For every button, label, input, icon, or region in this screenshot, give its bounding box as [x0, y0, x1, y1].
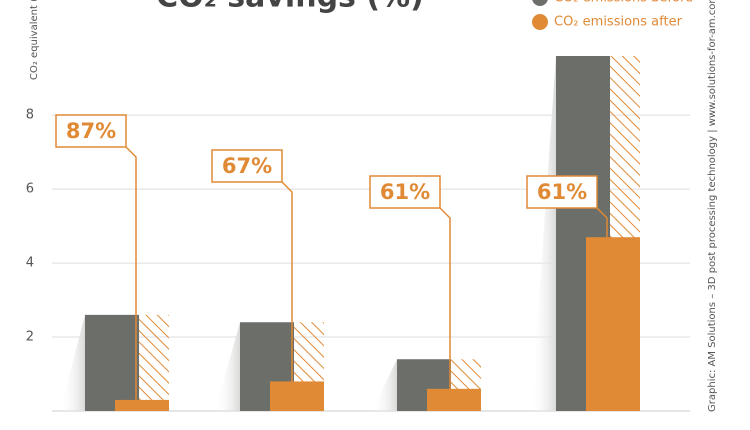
- legend-label: CO₂ emissions before: [554, 0, 693, 6]
- legend-swatch: [532, 0, 548, 6]
- leader-line: [439, 207, 451, 389]
- legend-swatch: [532, 14, 548, 30]
- y-tick-label: 2: [26, 330, 34, 345]
- shadow: [60, 314, 85, 411]
- leader-line: [125, 146, 137, 400]
- source-note: Graphic: AM Solutions – 3D post processi…: [707, 0, 718, 412]
- bar: [270, 381, 324, 411]
- savings-box: [369, 175, 441, 209]
- chart-title: CO₂ savings (%): [156, 0, 424, 15]
- bar: [115, 399, 169, 411]
- legend-label: CO₂ emissions after: [554, 15, 683, 30]
- savings-box: [55, 114, 127, 148]
- shadow: [215, 322, 240, 411]
- savings-label: 67%: [222, 154, 272, 178]
- savings-label: 61%: [380, 180, 430, 204]
- bar: [85, 314, 139, 411]
- bar: [586, 237, 640, 411]
- y-tick-label: 8: [26, 108, 34, 123]
- hatch: [139, 314, 169, 411]
- savings-box: [526, 175, 598, 209]
- bar: [427, 388, 481, 411]
- savings-box: [211, 149, 283, 183]
- savings-label: 61%: [537, 180, 587, 204]
- shadow: [531, 56, 556, 411]
- savings-label: 87%: [66, 119, 116, 143]
- leader-line: [596, 207, 608, 238]
- leader-line: [281, 181, 293, 382]
- y-tick-label: 4: [26, 256, 34, 271]
- y-axis-label: CO₂ equivalent (: [29, 0, 40, 80]
- shadow: [372, 359, 397, 411]
- y-tick-label: 6: [26, 182, 34, 197]
